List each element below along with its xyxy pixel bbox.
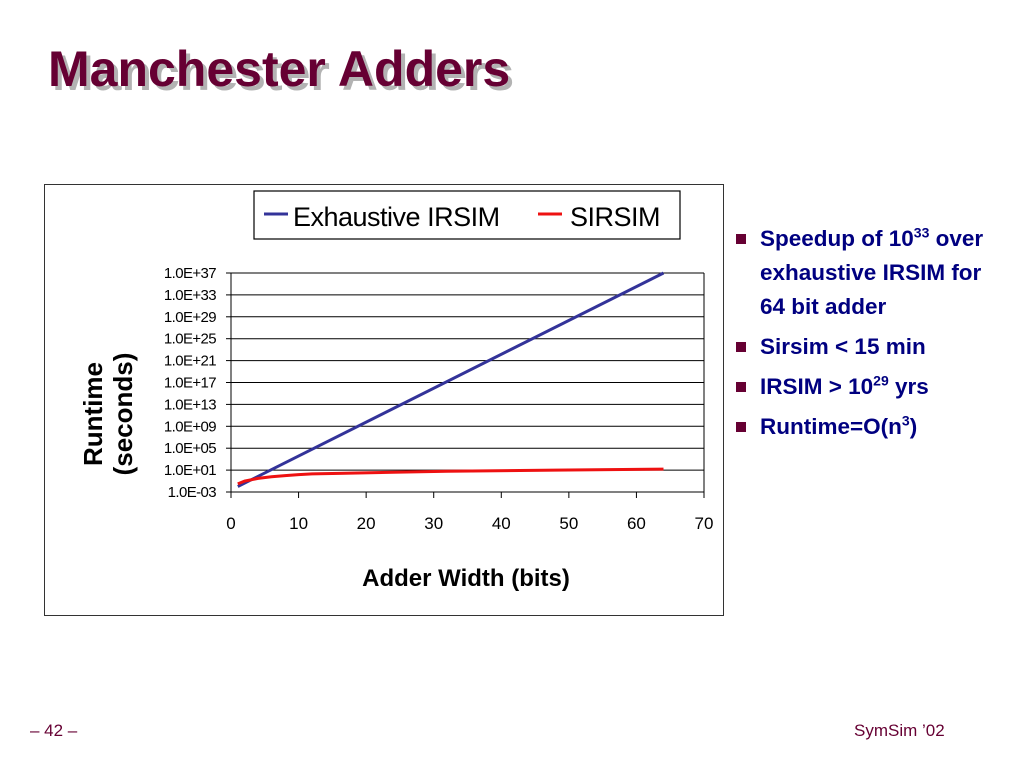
bullet-item: Sirsim < 15 min bbox=[733, 330, 1003, 364]
y-tick-label: 1.0E+29 bbox=[164, 309, 216, 326]
y-tick-label: 1.0E+13 bbox=[164, 396, 216, 413]
x-tick-label: 30 bbox=[424, 514, 443, 533]
y-tick-label: 1.0E-03 bbox=[168, 484, 217, 501]
bullet-square-icon bbox=[736, 234, 746, 244]
bullet-list: Speedup of 1033 over exhaustive IRSIM fo… bbox=[733, 222, 1003, 450]
y-tick-label: 1.0E+33 bbox=[164, 287, 216, 304]
y-tick-label: 1.0E+17 bbox=[164, 375, 216, 392]
series-line-exhaustive-irsim bbox=[237, 271, 665, 488]
x-tick-label: 20 bbox=[357, 514, 376, 533]
bullet-text: Runtime=O(n bbox=[760, 414, 902, 439]
x-tick-label: 10 bbox=[289, 514, 308, 533]
series-line-sirsim bbox=[237, 467, 664, 486]
bullet-superscript: 29 bbox=[873, 372, 889, 389]
grid-lines bbox=[231, 272, 704, 493]
y-tick-label: 1.0E+21 bbox=[164, 353, 216, 370]
y-tick-label: 1.0E+25 bbox=[164, 331, 216, 348]
chart-frame bbox=[44, 184, 724, 616]
x-axis-label: Adder Width (bits) bbox=[362, 565, 570, 592]
chart-axes: 1.0E+37 1.0E+33 1.0E+29 1.0E+25 1.0E+21 1.0E+… bbox=[164, 265, 714, 533]
x-tick-label: 60 bbox=[627, 514, 646, 533]
legend-entry: Exhaustive IRSIM bbox=[293, 202, 500, 232]
bullet-superscript: 33 bbox=[913, 224, 930, 241]
y-axis-label-line-2: (seconds) bbox=[108, 353, 138, 476]
legend-box bbox=[253, 190, 681, 240]
bullet-square-icon bbox=[736, 382, 746, 392]
y-tick-label: 1.0E+37 bbox=[164, 265, 216, 282]
bullet-text: Speedup of 10 bbox=[760, 226, 914, 251]
bullet-item: Runtime=O(n3) bbox=[733, 410, 1003, 444]
bullet-superscript: 3 bbox=[901, 412, 910, 429]
y-tick-label: 1.0E+05 bbox=[164, 440, 216, 457]
series-lines bbox=[237, 271, 665, 488]
x-tick-label: 50 bbox=[559, 514, 578, 533]
bullet-item: IRSIM > 1029 yrs bbox=[733, 370, 1003, 404]
x-tick-label: 0 bbox=[226, 514, 235, 533]
x-tick-label: 70 bbox=[695, 514, 714, 533]
bullet-square-icon bbox=[736, 342, 746, 352]
footer-label: SymSim ’02 bbox=[854, 721, 945, 740]
y-tick-label: 1.0E+09 bbox=[164, 418, 216, 435]
x-tick-label: 40 bbox=[492, 514, 511, 533]
page-number: – 42 – bbox=[30, 721, 78, 740]
y-tick-label: 1.0E+01 bbox=[164, 462, 216, 479]
bullet-text: Sirsim < 15 min bbox=[760, 334, 926, 359]
bullet-text-tail: yrs bbox=[888, 374, 929, 399]
bullet-item: Speedup of 1033 over exhaustive IRSIM fo… bbox=[733, 222, 1003, 324]
bullet-text-tail: over exhaustive IRSIM for 64 bit adder bbox=[760, 226, 984, 319]
bullet-square-icon bbox=[736, 422, 746, 432]
runtime-chart: 1.0E+37 1.0E+33 1.0E+29 1.0E+25 1.0E+21 1.0E+… bbox=[78, 190, 714, 592]
y-axis-label: Runtime (seconds) bbox=[78, 353, 138, 476]
chart-legend: Exhaustive IRSIM SIRSIM bbox=[253, 190, 681, 240]
y-axis-label-line-1: Runtime bbox=[78, 362, 108, 466]
bullet-text-tail: ) bbox=[909, 414, 918, 439]
legend-entry: SIRSIM bbox=[570, 202, 660, 232]
bullet-text: IRSIM > 10 bbox=[760, 374, 874, 399]
slide-title: Manchester Adders bbox=[48, 41, 511, 97]
